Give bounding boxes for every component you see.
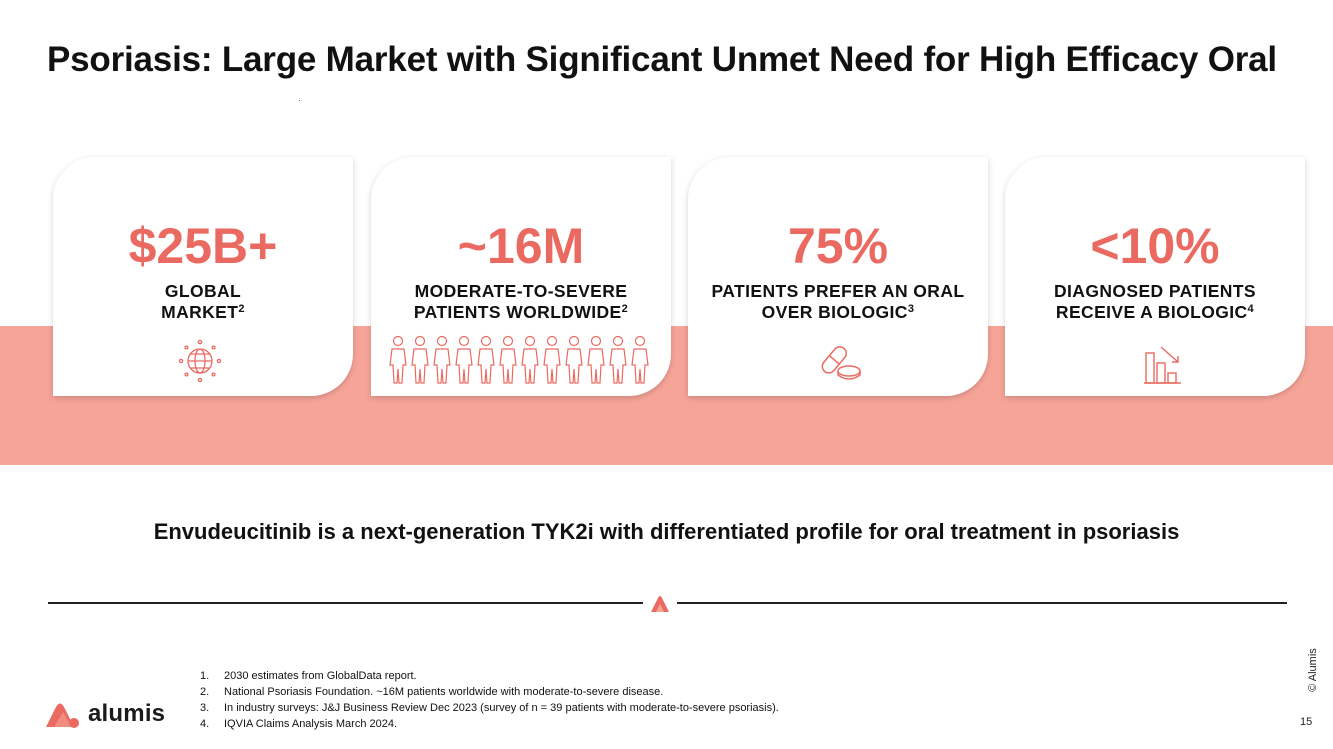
pills-icon: [818, 341, 864, 388]
tagline: Envudeucitinib is a next-generation TYK2…: [153, 519, 1180, 544]
footnote-item: 4. IQVIA Claims Analysis March 2024.: [200, 718, 398, 730]
alumis-mark-icon: [648, 592, 672, 619]
stray-dot: [299, 100, 300, 101]
footnote-item: 1. 2030 estimates from GlobalData report.: [200, 670, 417, 682]
stat-value: $25B+: [128, 218, 278, 274]
alumis-logo-icon: [44, 697, 80, 734]
logo-wordmark: alumis: [88, 700, 166, 727]
divider-right: [677, 602, 1287, 604]
stat-card-oral-preference: 75% PATIENTS PREFER AN ORAL OVER BIOLOGI…: [688, 157, 988, 396]
declining-bar-chart-icon: [1143, 343, 1185, 392]
stat-label: PATIENTS PREFER AN ORAL OVER BIOLOGIC3: [711, 281, 965, 322]
stat-label: GLOBAL MARKET2: [161, 281, 245, 322]
stat-value: <10%: [1090, 218, 1220, 274]
footnote-item: 2. National Psoriasis Foundation. ~16M pa…: [200, 686, 664, 698]
slide-title: Psoriasis: Large Market with Significant…: [47, 40, 1277, 79]
stat-card-global-market: $25B+ GLOBAL MARKET2: [53, 157, 353, 396]
footnotes: 1. 2030 estimates from GlobalData report.…: [200, 668, 779, 732]
people-group-icon: [387, 335, 655, 390]
copyright: © Alumis: [1307, 648, 1319, 692]
stat-value: ~16M: [457, 218, 585, 274]
stat-card-patients-worldwide: ~16M MODERATE-TO-SEVERE PATIENTS WORLDWI…: [371, 157, 671, 396]
stat-label: MODERATE-TO-SEVERE PATIENTS WORLDWIDE2: [413, 281, 629, 322]
divider-left: [48, 602, 643, 604]
stat-value: 75%: [787, 218, 889, 274]
stat-label: DIAGNOSED PATIENTS RECEIVE A BIOLOGIC4: [1054, 281, 1256, 322]
footnote-item: 3. In industry surveys: J&J Business Revi…: [200, 702, 779, 714]
globe-icon: [177, 338, 223, 389]
page-number: 15: [1300, 716, 1313, 728]
stat-card-biologic-usage: <10% DIAGNOSED PATIENTS RECEIVE A BIOLOG…: [1005, 157, 1305, 396]
